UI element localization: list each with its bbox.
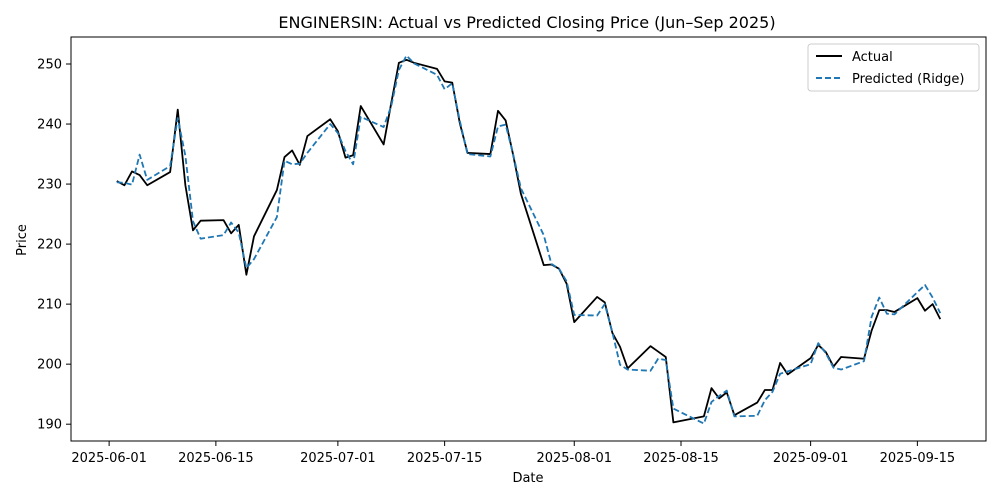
y-axis-ticks: 190 200 210 220 230 240 250 [37,58,71,433]
x-tick-label: 2025-09-15 [880,451,956,466]
series-line-predicted [116,54,942,425]
x-tick-label: 2025-06-15 [178,451,254,466]
x-tick-label: 2025-07-15 [407,451,483,466]
x-tick-label: 2025-07-01 [300,451,376,466]
plot-area [71,37,986,441]
x-tick-label: 2025-08-15 [643,451,719,466]
series-layer [116,54,942,425]
plot-frame [70,36,987,442]
legend-box [807,43,980,92]
x-axis-ticks: 2025-06-01 2025-06-15 2025-07-01 2025-07-15… [71,441,955,466]
y-tick-label: 210 [37,298,62,313]
y-tick-label: 200 [37,358,62,373]
x-tick-label: 2025-06-01 [71,451,147,466]
x-axis-label: Date [512,471,543,486]
x-tick-label: 2025-09-01 [773,451,849,466]
legend-label-actual: Actual [852,50,893,65]
y-tick-label: 240 [37,118,62,133]
x-tick-label: 2025-08-01 [536,451,612,466]
y-axis-label: Price [15,224,30,256]
y-tick-label: 190 [37,418,62,433]
legend: Actual Predicted (Ridge) [807,43,980,92]
chart-title: ENGINERSIN: Actual vs Predicted Closing … [278,13,775,32]
y-tick-label: 250 [37,58,62,73]
legend-label-predicted: Predicted (Ridge) [852,72,964,87]
y-tick-label: 220 [37,238,62,253]
y-tick-label: 230 [37,178,62,193]
